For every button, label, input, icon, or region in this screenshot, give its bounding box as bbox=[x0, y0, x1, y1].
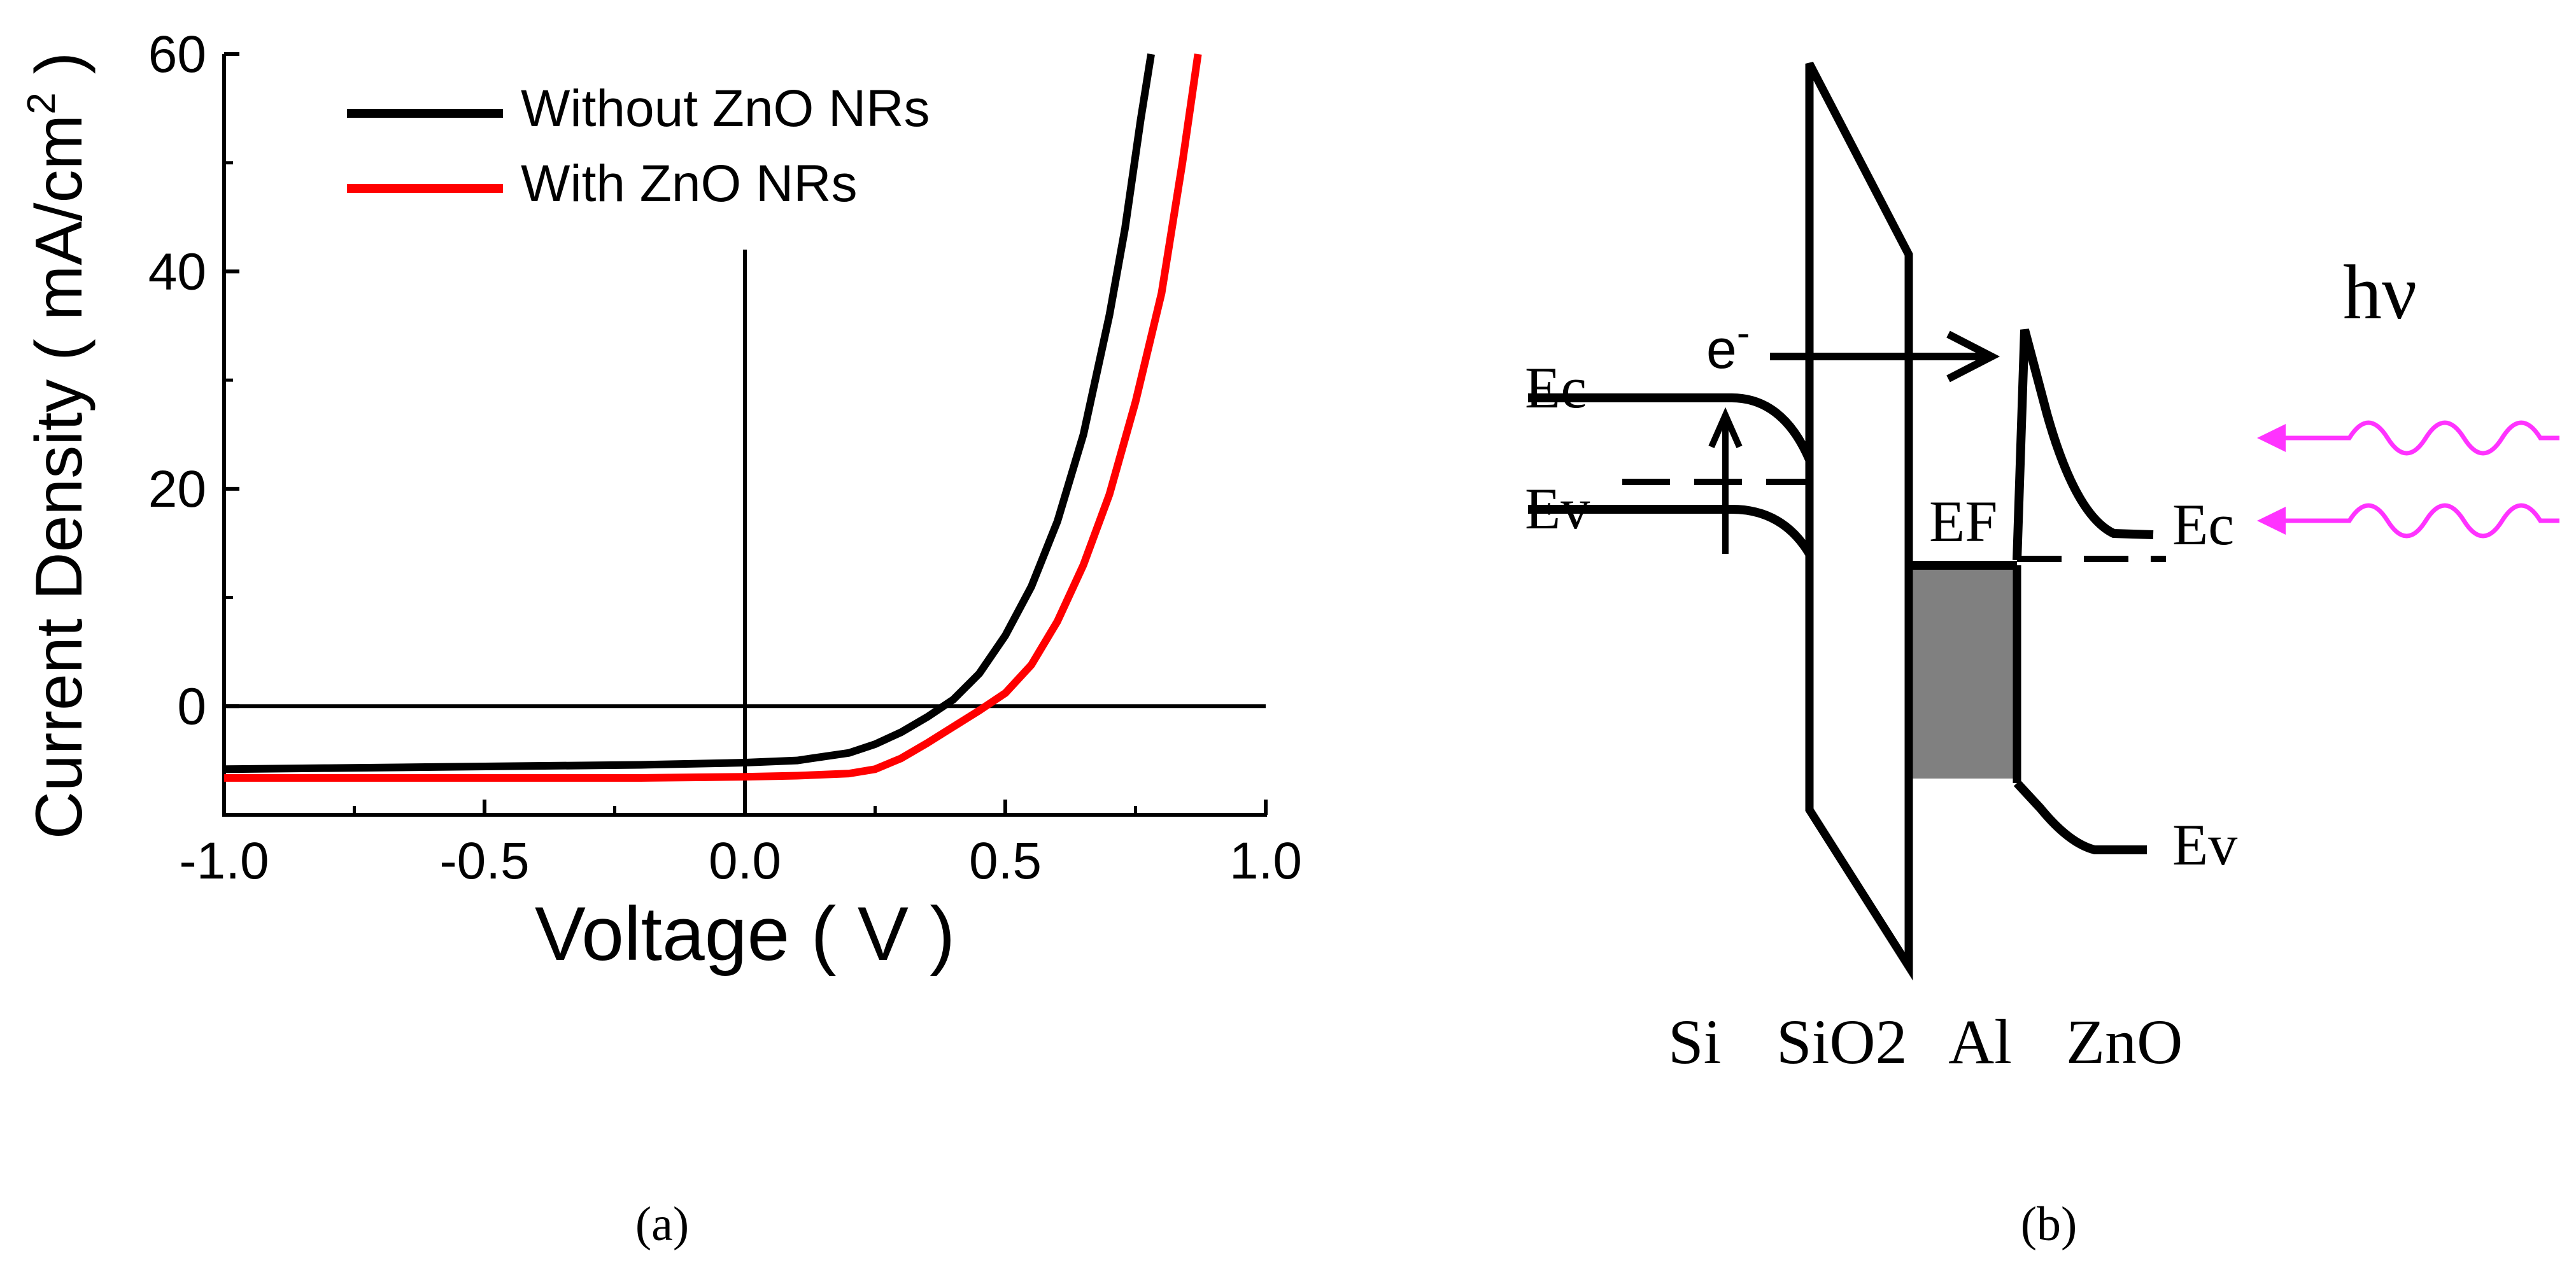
legend-label-with: With ZnO NRs bbox=[521, 155, 857, 213]
x-axis-title: Voltage ( V ) bbox=[535, 891, 955, 977]
series-line-without-zno bbox=[223, 53, 1155, 773]
layer-label-sio2: SiO2 bbox=[1776, 1006, 1907, 1077]
photon-label: hν bbox=[2343, 250, 2417, 335]
series-line-with-zno bbox=[224, 53, 1202, 782]
x-tick-label: 0.5 bbox=[969, 832, 1042, 890]
y-tick-label: 40 bbox=[148, 243, 206, 300]
ec-right-label: Ec bbox=[2172, 492, 2234, 557]
caption-a: (a) bbox=[635, 1197, 689, 1251]
electron-label: e- bbox=[1706, 311, 1750, 380]
axis-ticks bbox=[222, 52, 1268, 817]
band-diagram: Ec Ev e- EF Ec Ev hν Si SiO2 Al ZnO bbox=[1525, 62, 2559, 1077]
si-excitation-arrow-head bbox=[1708, 407, 1743, 449]
layer-label-zno: ZnO bbox=[2066, 1006, 2183, 1077]
al-filled-states bbox=[1909, 565, 2017, 779]
electron-label-sup: - bbox=[1737, 311, 1750, 355]
sio2-barrier bbox=[1805, 62, 1913, 981]
si-conduction-band bbox=[1528, 393, 1814, 462]
zno-valence-band bbox=[2013, 780, 2147, 854]
y-axis-title-main: Current Density ( mA/cm bbox=[22, 115, 96, 839]
zno-conduction-band bbox=[2013, 328, 2154, 561]
y-tick-label: 20 bbox=[148, 460, 206, 518]
light-wave-2 bbox=[2273, 503, 2559, 539]
ev-right-label: Ev bbox=[2172, 812, 2237, 877]
y-axis-title-end: ) bbox=[22, 52, 96, 93]
y-tick-label: 0 bbox=[177, 677, 206, 735]
x-tick-label: 1.0 bbox=[1229, 832, 1302, 890]
ec-left-label: Ec bbox=[1525, 355, 1587, 420]
si-valence-band bbox=[1528, 505, 1814, 556]
incident-light-waves bbox=[2257, 420, 2559, 539]
light-arrow-head-1 bbox=[2257, 424, 2286, 452]
light-arrow-head-2 bbox=[2257, 507, 2286, 535]
electron-arrow-head bbox=[1946, 330, 2000, 383]
legend-label-without: Without ZnO NRs bbox=[521, 80, 930, 138]
y-tick-label: 60 bbox=[148, 25, 206, 83]
x-tick-label: -1.0 bbox=[179, 832, 269, 890]
ev-left-label: Ev bbox=[1525, 476, 1590, 541]
electron-label-main: e bbox=[1706, 319, 1737, 380]
light-wave-1 bbox=[2273, 420, 2559, 456]
caption-b: (b) bbox=[2021, 1197, 2077, 1251]
x-tick-label: -0.5 bbox=[439, 832, 529, 890]
y-axis-title-sup: 2 bbox=[20, 92, 64, 114]
series-layer bbox=[223, 53, 1202, 782]
axis-tick-labels: -1.0 -0.5 0.0 0.5 1.0 0 20 40 60 bbox=[148, 25, 1302, 890]
legend: Without ZnO NRs With ZnO NRs bbox=[347, 80, 930, 213]
y-axis-title: Current Density ( mA/cm2 ) bbox=[20, 52, 96, 839]
iv-chart: -1.0 -0.5 0.0 0.5 1.0 0 20 40 60 Without ZnO NRs… bbox=[20, 25, 1302, 977]
x-tick-label: 0.0 bbox=[709, 832, 781, 890]
layer-label-si: Si bbox=[1668, 1006, 1721, 1077]
fermi-label: EF bbox=[1929, 489, 1997, 554]
layer-label-al: Al bbox=[1948, 1006, 2012, 1077]
